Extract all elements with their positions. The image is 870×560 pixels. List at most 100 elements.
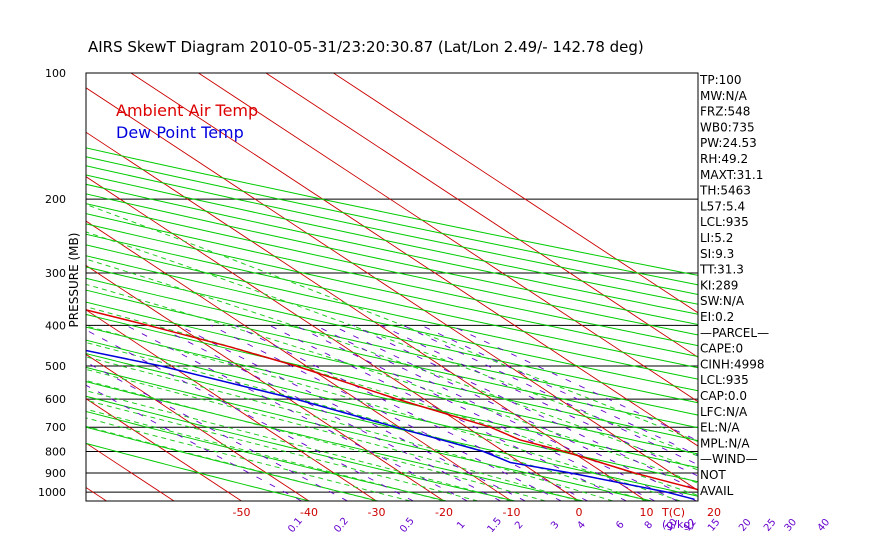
isotherm-20 bbox=[86, 87, 698, 492]
dry-adiabat-330 bbox=[86, 301, 698, 442]
index-26: AVAIL bbox=[700, 484, 734, 498]
isotherm-40 bbox=[198, 73, 698, 403]
dry-adiabat-350 bbox=[86, 277, 698, 416]
moist-adiabat-25 bbox=[86, 417, 411, 501]
bottom-temp-tick-40: -40 bbox=[300, 506, 318, 519]
moist-adiabat-5 bbox=[86, 356, 613, 501]
mixing-ratio-line-1 bbox=[125, 324, 468, 501]
index-12: TT:31.3 bbox=[699, 263, 744, 277]
mixing-ratio-line-40 bbox=[450, 324, 698, 442]
mixing-ratio-tick-labels: 0.1 0.2 0.5 1 1.5 2 3 4 6 8 10 12 15 20 25 30 40 bbox=[286, 516, 832, 535]
pressure-tick-300: 300 bbox=[45, 267, 66, 280]
plot-area bbox=[86, 73, 698, 501]
index-3: WB0:735 bbox=[700, 120, 755, 134]
mixing-ratio-tick-0-5: 0.5 bbox=[398, 516, 417, 535]
dry-adiabat-310 bbox=[86, 326, 698, 469]
mixing-ratio-tick-2: 2 bbox=[513, 519, 526, 531]
dry-adiabat-420 bbox=[86, 203, 698, 336]
moist-adiabat-40 bbox=[86, 203, 698, 443]
dry-adiabat-280 bbox=[86, 366, 652, 501]
index-9: LCL:935 bbox=[700, 215, 749, 229]
pressure-tick-1000: 1000 bbox=[38, 486, 66, 499]
dry-adiabat-250 bbox=[86, 410, 447, 501]
y-axis-label: PRESSURE (MB) bbox=[67, 233, 81, 328]
dry-adiabat-430 bbox=[86, 193, 698, 325]
legend-ambient-air-temp: Ambient Air Temp bbox=[116, 101, 258, 120]
moist-adiabat-10 bbox=[86, 342, 647, 501]
mixing-ratio-tick-15: 15 bbox=[706, 517, 723, 534]
index-2: FRZ:548 bbox=[700, 105, 750, 119]
index-0: TP:100 bbox=[699, 73, 742, 87]
mixing-ratio-tick-30: 30 bbox=[783, 517, 800, 534]
moist-adiabat-30 bbox=[86, 258, 698, 471]
index-21: LFC:N/A bbox=[700, 405, 748, 419]
mixing-ratio-line-0-5 bbox=[86, 329, 414, 501]
pressure-tick-700: 700 bbox=[45, 421, 66, 434]
dry-adiabat-440 bbox=[86, 183, 698, 315]
moist-adiabat-20 bbox=[86, 408, 445, 501]
mixing-ratio-unit: (g/kg) bbox=[662, 518, 695, 531]
bottom-temp-tick-30: -30 bbox=[368, 506, 386, 519]
isotherm-0 bbox=[86, 176, 580, 501]
bottom-temp-unit: T(C) bbox=[661, 506, 685, 519]
index-16: —PARCEL— bbox=[700, 326, 769, 340]
moist-adiabat-0 bbox=[86, 368, 580, 501]
dry-adiabat-390 bbox=[86, 233, 698, 369]
pressure-tick-900: 900 bbox=[45, 467, 66, 480]
bottom-temp-tick-20: -20 bbox=[435, 506, 453, 519]
index-23: MPL:N/A bbox=[700, 436, 750, 450]
ambient-air-temp-line bbox=[86, 309, 698, 491]
mixing-ratio-tick-25: 25 bbox=[762, 517, 779, 534]
index-4: PW:24.53 bbox=[700, 136, 757, 150]
dry-adiabat-230 bbox=[86, 442, 310, 501]
mixing-ratio-line-4 bbox=[234, 324, 588, 501]
mixing-ratio-line-2 bbox=[178, 324, 526, 501]
mixing-ratio-line-15 bbox=[353, 324, 698, 492]
index-18: CINH:4998 bbox=[700, 357, 765, 371]
dry-adiabat-260 bbox=[86, 395, 516, 501]
dry-adiabat-480 bbox=[86, 147, 698, 276]
dry-adiabat-320 bbox=[86, 313, 698, 455]
isotherm-50 bbox=[86, 398, 242, 501]
dry-adiabat-240 bbox=[86, 426, 379, 501]
moist-adiabat-20 bbox=[86, 306, 698, 496]
index-22: EL:N/A bbox=[700, 421, 740, 435]
mixing-ratio-tick-4: 4 bbox=[576, 519, 589, 531]
bottom-temp-tick-10: -10 bbox=[503, 506, 521, 519]
moist-adiabat-15 bbox=[86, 399, 478, 501]
index-10: LI:5.2 bbox=[700, 231, 733, 245]
dry-adiabat-450 bbox=[86, 174, 698, 305]
index-1: MW:N/A bbox=[700, 89, 748, 103]
dry-adiabat-470 bbox=[86, 156, 698, 286]
mixing-ratio-tick-1: 1 bbox=[455, 519, 468, 531]
plot-frame bbox=[85, 72, 699, 502]
index-20: CAP:0.0 bbox=[700, 389, 747, 403]
index-24: —WIND— bbox=[700, 452, 758, 466]
moist-adiabat-35 bbox=[86, 231, 698, 457]
mixing-ratio-line-3 bbox=[210, 324, 562, 501]
mixing-ratio-tick-40: 40 bbox=[816, 517, 833, 534]
pressure-tick-400: 400 bbox=[45, 319, 66, 332]
bottom-temp-tick-10: 10 bbox=[640, 506, 654, 519]
isotherm-30 bbox=[86, 309, 377, 501]
isotherm-30 bbox=[130, 73, 698, 447]
index-6: MAXT:31.1 bbox=[700, 168, 763, 182]
legend: Ambient Air Temp Dew Point Temp bbox=[116, 101, 258, 142]
pressure-tick-labels: 100 200 300 400 500 600 700 800 900 1000 bbox=[38, 67, 66, 499]
mixing-ratio-tick-8: 8 bbox=[643, 519, 656, 531]
index-14: SW:N/A bbox=[700, 294, 745, 308]
dry-adiabat-380 bbox=[86, 244, 698, 380]
isotherm-10 bbox=[86, 131, 647, 501]
mixing-ratio-tick-20: 20 bbox=[737, 517, 754, 534]
dry-adiabat-290 bbox=[86, 353, 698, 497]
sounding-profiles bbox=[86, 309, 698, 501]
isotherm-50 bbox=[265, 73, 698, 358]
dry-adiabat-300 bbox=[86, 339, 698, 483]
dry-adiabat-lines bbox=[86, 147, 698, 501]
dry-adiabat-400 bbox=[86, 223, 698, 358]
index-11: SI:9.3 bbox=[700, 247, 734, 261]
index-13: KI:289 bbox=[700, 278, 738, 292]
dry-adiabat-410 bbox=[86, 213, 698, 347]
